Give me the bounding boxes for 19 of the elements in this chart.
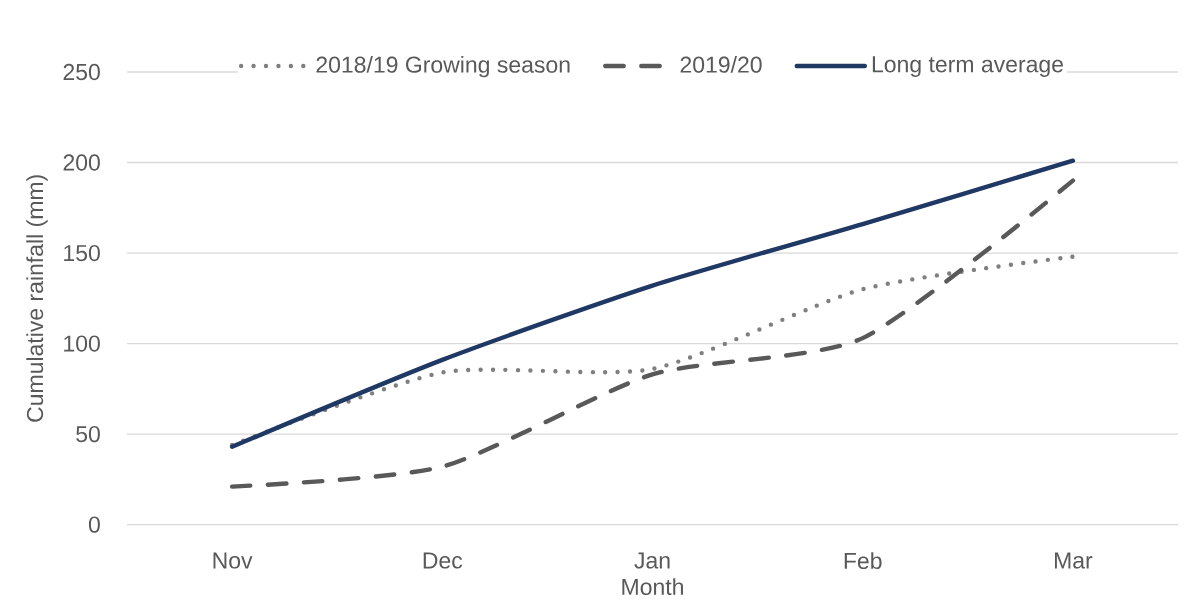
y-tick-label: 100 xyxy=(64,335,100,352)
x-tick-label: Dec xyxy=(423,552,463,569)
x-tick-label: Mar xyxy=(1054,552,1093,569)
y-tick-label: 50 xyxy=(76,425,100,443)
y-tick-label: 0 xyxy=(88,516,100,533)
y-tick-label: 150 xyxy=(64,244,100,262)
legend-label: 2018/19 Growing season xyxy=(316,55,570,78)
y-tick-label: 250 xyxy=(63,63,100,81)
legend-label: Long term average xyxy=(872,56,1063,77)
x-tick-label: Jan xyxy=(634,552,670,569)
line-series xyxy=(229,178,1076,489)
line-series xyxy=(229,158,1076,449)
legend-label: 2019/20 xyxy=(680,55,762,73)
x-tick-label: Nov xyxy=(213,552,253,569)
y-axis-title: Cumulative rainfall (mm) xyxy=(26,175,48,422)
line-series xyxy=(229,254,1076,448)
x-axis-title: Month xyxy=(622,578,683,596)
x-tick-label: Feb xyxy=(844,552,882,570)
y-tick-label: 200 xyxy=(63,154,100,171)
